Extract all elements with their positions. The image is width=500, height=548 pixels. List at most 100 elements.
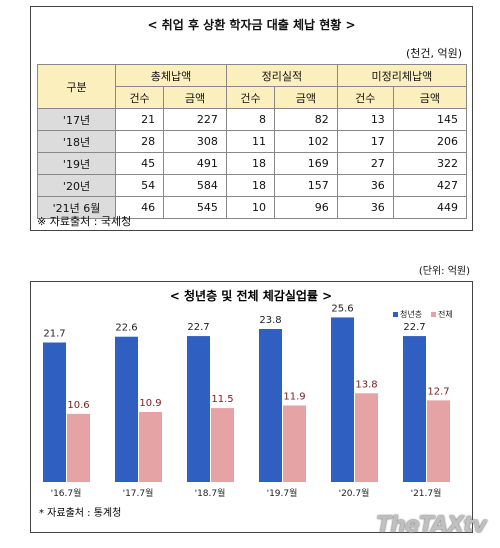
x-tick-label: '20.7월: [339, 487, 370, 499]
table-cell: 102: [274, 130, 338, 153]
data-label-total: 10.9: [139, 398, 161, 409]
table-cell: 46: [114, 196, 165, 219]
data-label-total: 12.7: [427, 386, 449, 397]
data-label-youth: 23.8: [259, 315, 281, 326]
table-cell: 169: [274, 152, 338, 175]
subheader: 건수: [114, 86, 165, 109]
table-cell: 8: [225, 108, 276, 131]
table-cell: 11: [225, 130, 276, 153]
table-cell: 227: [163, 108, 227, 131]
chart-data-labels: 21.7 10.6 22.6 10.9 22.7 11.5 23.8 11.9 25.6 13.8…: [43, 303, 449, 410]
table-cell: 427: [392, 174, 468, 197]
table-cell: 27: [336, 152, 394, 175]
bar-youth: [331, 317, 354, 482]
table-row: '20년 54 584 18 157 36 427: [37, 174, 468, 197]
table-row: '19년 45 491 18 169 27 322: [37, 152, 468, 175]
unemployment-bar-chart: < 청년층 및 전체 체감실업률 > 청년층 전체 21.7 10.6 22.6 10.…: [39, 288, 453, 519]
legend-label-youth: 청년층: [400, 309, 422, 319]
table-cell: 17: [336, 130, 394, 153]
table-cell: 449: [392, 196, 468, 219]
header-rowlabel: 구분: [37, 64, 116, 109]
legend-swatch-youth: [393, 312, 398, 317]
table-cell: 157: [274, 174, 338, 197]
table-cell: 36: [336, 196, 394, 219]
data-label-youth: 22.7: [187, 322, 209, 333]
x-tick-label: '21.7월: [411, 487, 442, 499]
bar-youth: [115, 336, 138, 482]
chart-title: < 청년층 및 전체 체감실업률 >: [170, 288, 332, 303]
table-unit: (천건, 억원): [405, 47, 462, 60]
table-cell: 308: [163, 130, 227, 153]
table-cell: 545: [163, 196, 227, 219]
bar-total: [427, 400, 450, 482]
table-cell: 145: [392, 108, 468, 131]
table-cell: 28: [114, 130, 165, 153]
table-source-note: ※ 자료출처 : 국세청: [37, 215, 132, 228]
table-subheader-row: 건수 금액 건수 금액 건수 금액: [38, 86, 468, 109]
bar-youth: [259, 329, 282, 482]
table-panel: < 취업 후 상환 학자금 대출 체납 현황 > (천건, 억원) 구분 총체납…: [30, 6, 473, 231]
header-group: 정리실적: [225, 64, 338, 87]
data-label-total: 10.6: [67, 400, 89, 411]
table-cell: 206: [392, 130, 468, 153]
subheader: 금액: [163, 86, 227, 109]
bar-youth: [403, 336, 426, 482]
data-label-youth: 22.7: [403, 322, 425, 333]
table-cell: 36: [336, 174, 394, 197]
table-cell: 18: [225, 152, 276, 175]
data-label-youth: 21.7: [43, 329, 65, 340]
table-cell: 54: [114, 174, 165, 197]
table-cell: 584: [163, 174, 227, 197]
bar-youth: [43, 342, 66, 482]
table-cell: 45: [114, 152, 165, 175]
table-cell: 18: [225, 174, 276, 197]
chart-legend: 청년층 전체: [393, 309, 453, 319]
table-cell: 322: [392, 152, 468, 175]
legend-swatch-total: [431, 312, 436, 317]
table-row: '21년 6월 46 545 10 96 36 449: [37, 196, 468, 219]
table-cell: 491: [163, 152, 227, 175]
x-tick-label: '18.7월: [195, 487, 226, 499]
bar-total: [67, 413, 90, 482]
subheader: 금액: [274, 86, 338, 109]
chart-bars: [43, 317, 450, 482]
data-label-youth: 22.6: [115, 323, 137, 334]
table-header-row: 구분 총체납액 정리실적 미정리체납액: [37, 64, 468, 109]
row-label: '20년: [37, 174, 116, 197]
bar-total: [139, 411, 162, 482]
subheader: 건수: [225, 86, 276, 109]
bar-total: [355, 393, 378, 482]
data-label-total: 11.5: [211, 394, 233, 405]
bar-total: [211, 408, 234, 482]
x-tick-label: '16.7월: [51, 487, 82, 499]
row-label: '19년: [37, 152, 116, 175]
table-cell: 10: [225, 196, 276, 219]
x-tick-label: '19.7월: [267, 487, 298, 499]
bar-total: [283, 405, 306, 482]
legend-label-total: 전체: [438, 309, 453, 319]
table-row: '17년 21 227 8 82 13 145: [37, 108, 468, 131]
bar-youth: [187, 336, 210, 482]
table-row: '18년 28 308 11 102 17 206: [37, 130, 468, 153]
header-group: 총체납액: [115, 64, 227, 87]
table-cell: 96: [274, 196, 338, 219]
chart-x-ticks: '16.7월 '17.7월 '18.7월 '19.7월 '20.7월 '21.7월: [51, 487, 442, 499]
table-title: < 취업 후 상환 학자금 대출 체납 현황 >: [147, 18, 356, 32]
arrears-table: 구분 총체납액 정리실적 미정리체납액 건수 금액 건수 금액 건수 금액 '1…: [37, 64, 468, 219]
thetaxtv-watermark-logo: TheTAXtv: [376, 513, 487, 538]
table-cell: 13: [336, 108, 394, 131]
data-label-youth: 25.6: [331, 303, 353, 314]
chart-unit: (단위: 억원): [418, 266, 470, 277]
row-label: '17년: [37, 108, 116, 131]
row-label: '21년 6월: [37, 196, 116, 219]
table-cell: 21: [114, 108, 165, 131]
chart-source-note: * 자료출처 : 통계청: [39, 507, 121, 519]
table-cell: 82: [274, 108, 338, 131]
x-tick-label: '17.7월: [123, 487, 154, 499]
subheader: 건수: [336, 86, 394, 109]
data-label-total: 13.8: [355, 379, 377, 390]
header-group: 미정리체납액: [336, 64, 468, 87]
subheader: 금액: [392, 86, 468, 109]
chart-panel: < 청년층 및 전체 체감실업률 > 청년층 전체 21.7 10.6 22.6 10.…: [30, 281, 473, 533]
data-label-total: 11.9: [283, 392, 305, 403]
